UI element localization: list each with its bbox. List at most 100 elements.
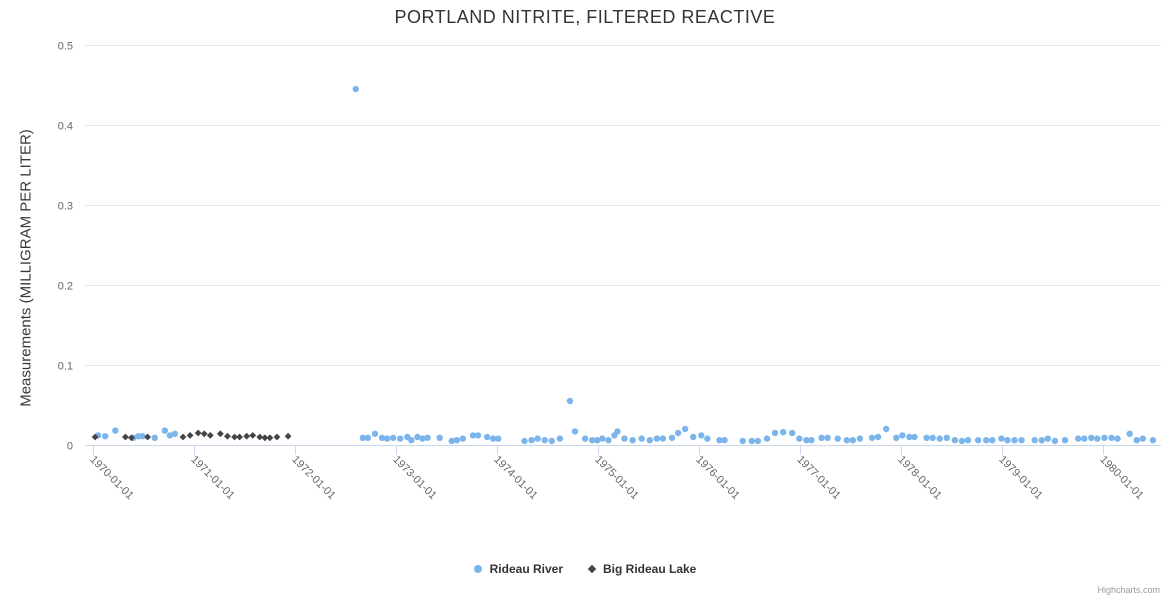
data-point-rideau-river[interactable] — [453, 437, 461, 444]
data-point-rideau-river[interactable] — [424, 434, 431, 441]
data-point-rideau-river[interactable] — [899, 432, 906, 439]
data-point-rideau-river[interactable] — [1133, 437, 1140, 444]
data-point-rideau-river[interactable] — [414, 433, 421, 441]
data-point-rideau-river[interactable] — [754, 437, 762, 445]
data-point-big-rideau-lake[interactable] — [273, 433, 281, 441]
data-point-rideau-river[interactable] — [1126, 430, 1133, 437]
data-point-rideau-river[interactable] — [638, 435, 645, 442]
data-point-rideau-river[interactable] — [469, 432, 477, 439]
data-point-rideau-river[interactable] — [690, 433, 697, 441]
data-point-rideau-river[interactable] — [605, 437, 612, 444]
data-point-rideau-river[interactable] — [364, 434, 372, 441]
data-point-rideau-river[interactable] — [659, 435, 667, 442]
data-point-rideau-river[interactable] — [102, 433, 109, 440]
data-point-rideau-river[interactable] — [998, 435, 1005, 442]
data-point-rideau-river[interactable] — [923, 434, 930, 441]
data-point-rideau-river[interactable] — [1004, 437, 1011, 444]
data-point-rideau-river[interactable] — [789, 429, 796, 437]
data-point-rideau-river[interactable] — [1108, 434, 1115, 441]
data-point-rideau-river[interactable] — [112, 427, 119, 434]
data-point-rideau-river[interactable] — [911, 433, 918, 441]
data-point-big-rideau-lake[interactable] — [200, 430, 208, 438]
data-point-rideau-river[interactable] — [943, 434, 951, 441]
data-point-big-rideau-lake[interactable] — [231, 433, 238, 441]
data-point-rideau-river[interactable] — [1114, 435, 1121, 442]
data-point-rideau-river[interactable] — [621, 435, 628, 442]
data-point-rideau-river[interactable] — [1038, 437, 1045, 444]
data-point-big-rideau-lake[interactable] — [256, 433, 264, 441]
data-point-rideau-river[interactable] — [681, 425, 689, 433]
data-point-rideau-river[interactable] — [843, 437, 850, 444]
legend-item-big-rideau-lake[interactable]: Big Rideau Lake — [587, 562, 696, 576]
data-point-rideau-river[interactable] — [171, 430, 179, 437]
data-point-rideau-river[interactable] — [849, 437, 857, 444]
data-point-big-rideau-lake[interactable] — [91, 433, 99, 441]
data-point-big-rideau-lake[interactable] — [266, 434, 274, 442]
data-point-rideau-river[interactable] — [581, 435, 589, 442]
data-point-big-rideau-lake[interactable] — [243, 432, 251, 440]
data-point-rideau-river[interactable] — [436, 434, 443, 441]
data-point-rideau-river[interactable] — [483, 433, 491, 441]
data-point-rideau-river[interactable] — [594, 437, 601, 444]
data-point-rideau-river[interactable] — [808, 437, 815, 444]
data-point-rideau-river[interactable] — [397, 435, 404, 442]
data-point-rideau-river[interactable] — [1074, 435, 1082, 442]
data-point-big-rideau-lake[interactable] — [122, 433, 129, 441]
data-point-big-rideau-lake[interactable] — [249, 432, 257, 439]
data-point-big-rideau-lake[interactable] — [224, 432, 231, 440]
data-point-rideau-river[interactable] — [989, 437, 996, 444]
data-point-rideau-river[interactable] — [748, 437, 756, 445]
data-point-rideau-river[interactable] — [856, 435, 864, 442]
data-point-rideau-river[interactable] — [1018, 437, 1025, 444]
data-point-rideau-river[interactable] — [771, 429, 779, 437]
data-point-rideau-river[interactable] — [803, 437, 810, 444]
data-point-rideau-river[interactable] — [139, 433, 146, 440]
data-point-rideau-river[interactable] — [958, 437, 966, 445]
data-point-rideau-river[interactable] — [383, 435, 391, 442]
data-point-rideau-river[interactable] — [1139, 435, 1147, 442]
data-point-rideau-river[interactable] — [571, 428, 579, 435]
data-point-big-rideau-lake[interactable] — [144, 433, 152, 441]
data-point-rideau-river[interactable] — [1044, 435, 1052, 442]
data-point-rideau-river[interactable] — [1061, 437, 1069, 444]
data-point-rideau-river[interactable] — [1051, 437, 1059, 445]
data-point-rideau-river[interactable] — [818, 434, 825, 441]
data-point-rideau-river[interactable] — [359, 434, 367, 441]
data-point-rideau-river[interactable] — [556, 435, 564, 442]
legend-item-rideau-river[interactable]: Rideau River — [473, 562, 563, 576]
data-point-rideau-river[interactable] — [1149, 437, 1157, 444]
data-point-rideau-river[interactable] — [983, 437, 990, 444]
data-point-rideau-river[interactable] — [763, 435, 771, 442]
data-point-rideau-river[interactable] — [653, 435, 661, 442]
data-point-rideau-river[interactable] — [521, 437, 528, 445]
data-point-rideau-river[interactable] — [974, 437, 982, 444]
data-point-rideau-river[interactable] — [489, 435, 497, 442]
data-point-rideau-river[interactable] — [796, 435, 803, 442]
data-point-big-rideau-lake[interactable] — [216, 430, 224, 438]
data-point-rideau-river[interactable] — [1094, 435, 1101, 442]
data-point-rideau-river[interactable] — [495, 435, 502, 442]
data-point-rideau-river[interactable] — [474, 432, 482, 439]
data-point-rideau-river[interactable] — [629, 437, 636, 444]
data-point-rideau-river[interactable] — [893, 434, 900, 441]
data-point-rideau-river[interactable] — [528, 437, 535, 444]
data-point-big-rideau-lake[interactable] — [179, 433, 187, 441]
data-point-rideau-river[interactable] — [548, 437, 555, 445]
data-point-rideau-river[interactable] — [704, 435, 711, 442]
data-point-rideau-river[interactable] — [868, 434, 876, 441]
data-point-big-rideau-lake[interactable] — [128, 434, 135, 442]
data-point-rideau-river[interactable] — [352, 85, 359, 93]
data-point-rideau-river[interactable] — [1101, 434, 1108, 441]
data-point-rideau-river[interactable] — [448, 437, 455, 445]
data-point-rideau-river[interactable] — [566, 397, 574, 405]
data-point-rideau-river[interactable] — [906, 433, 913, 441]
data-point-rideau-river[interactable] — [646, 437, 653, 444]
data-point-rideau-river[interactable] — [389, 434, 397, 441]
data-point-rideau-river[interactable] — [588, 437, 596, 444]
data-point-rideau-river[interactable] — [874, 433, 882, 441]
data-point-rideau-river[interactable] — [1081, 435, 1088, 442]
data-point-rideau-river[interactable] — [166, 432, 174, 439]
data-point-rideau-river[interactable] — [716, 437, 723, 444]
data-point-rideau-river[interactable] — [151, 434, 158, 441]
data-point-rideau-river[interactable] — [1088, 434, 1095, 441]
